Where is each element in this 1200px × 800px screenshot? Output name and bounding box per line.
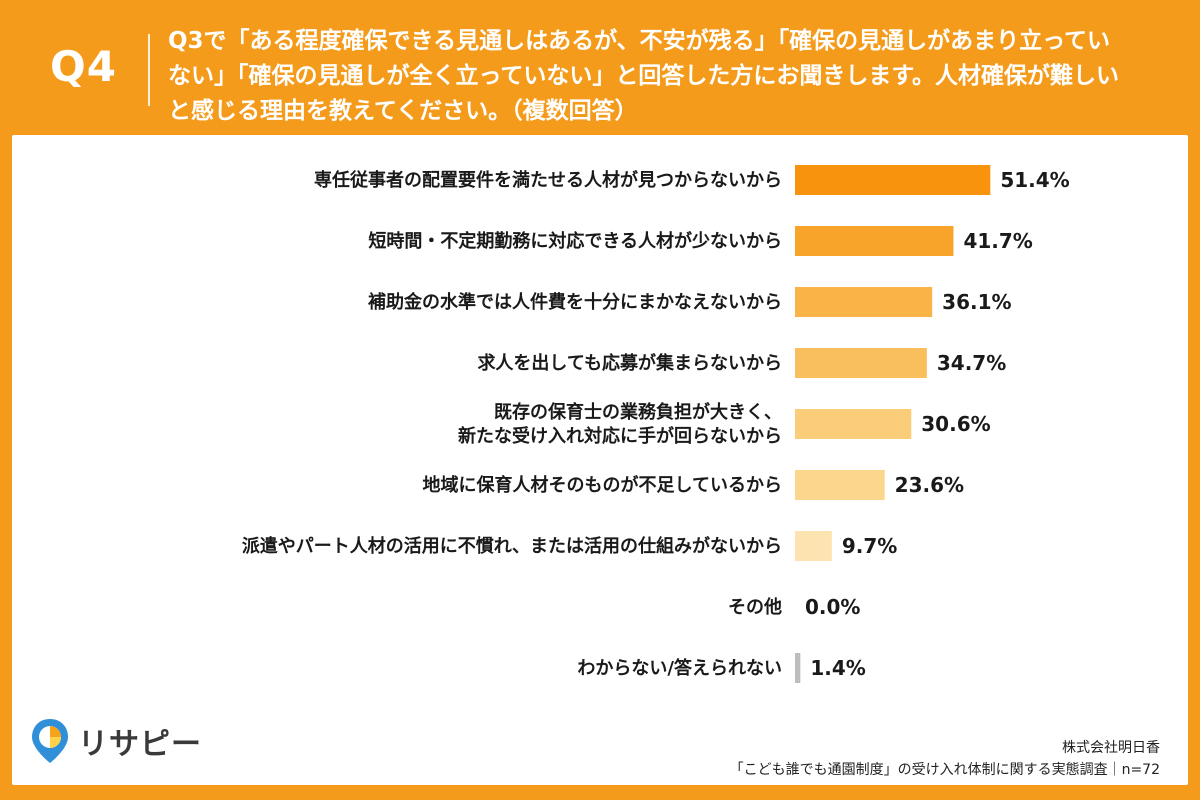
question-number: Q4 xyxy=(50,42,117,91)
bar xyxy=(795,531,832,561)
brand-logo: リサピー xyxy=(30,717,202,765)
category-label: わからない/答えられない xyxy=(577,657,782,679)
bar xyxy=(795,409,912,439)
bar xyxy=(795,653,801,683)
value-label: 9.7% xyxy=(842,534,897,558)
pin-icon xyxy=(32,719,68,763)
bar xyxy=(795,287,933,317)
value-label: 41.7% xyxy=(963,229,1032,253)
header-divider xyxy=(148,34,150,106)
question-text: Q3で「ある程度確保できる見通しはあるが、不安が残る」「確保の見通しがあまり立っ… xyxy=(168,28,1120,124)
logo-text: リサピー xyxy=(78,727,202,762)
bar xyxy=(795,348,927,378)
category-label: 短時間・不定期勤務に対応できる人材が少ないから xyxy=(368,230,782,252)
category-label: その他 xyxy=(728,596,782,618)
category-label: 地域に保育人材そのものが不足しているから xyxy=(423,474,782,496)
value-label: 51.4% xyxy=(1000,168,1069,192)
question-header: Q4 Q3で「ある程度確保できる見通しはあるが、不安が残る」「確保の見通しがあま… xyxy=(0,0,1200,135)
source-note: 株式会社明日香 「こども誰でも通園制度」の受け入れ体制に関する実態調査｜n=72 xyxy=(730,737,1160,781)
value-label: 30.6% xyxy=(921,412,990,436)
category-label: 既存の保育士の業務負担が大きく、新たな受け入れ対応に手が回らないから xyxy=(458,401,782,447)
value-label: 36.1% xyxy=(942,290,1011,314)
company-name: 株式会社明日香 xyxy=(1062,740,1160,756)
category-label: 補助金の水準では人件費を十分にまかなえないから xyxy=(367,291,782,313)
value-label: 1.4% xyxy=(810,656,865,680)
bar xyxy=(795,226,954,256)
bar xyxy=(795,470,885,500)
value-label: 23.6% xyxy=(895,473,964,497)
category-label: 求人を出しても応募が集まらないから xyxy=(477,352,782,374)
value-label: 0.0% xyxy=(805,595,860,619)
survey-title: 「こども誰でも通園制度」の受け入れ体制に関する実態調査｜n=72 xyxy=(729,762,1160,778)
chart-panel xyxy=(12,135,1188,785)
category-label: 派遣やパート人材の活用に不慣れ、または活用の仕組みがないから xyxy=(242,535,782,557)
category-label: 専任従事者の配置要件を満たせる人材が見つからないから xyxy=(314,169,782,191)
value-label: 34.7% xyxy=(937,351,1006,375)
bar xyxy=(795,165,991,195)
